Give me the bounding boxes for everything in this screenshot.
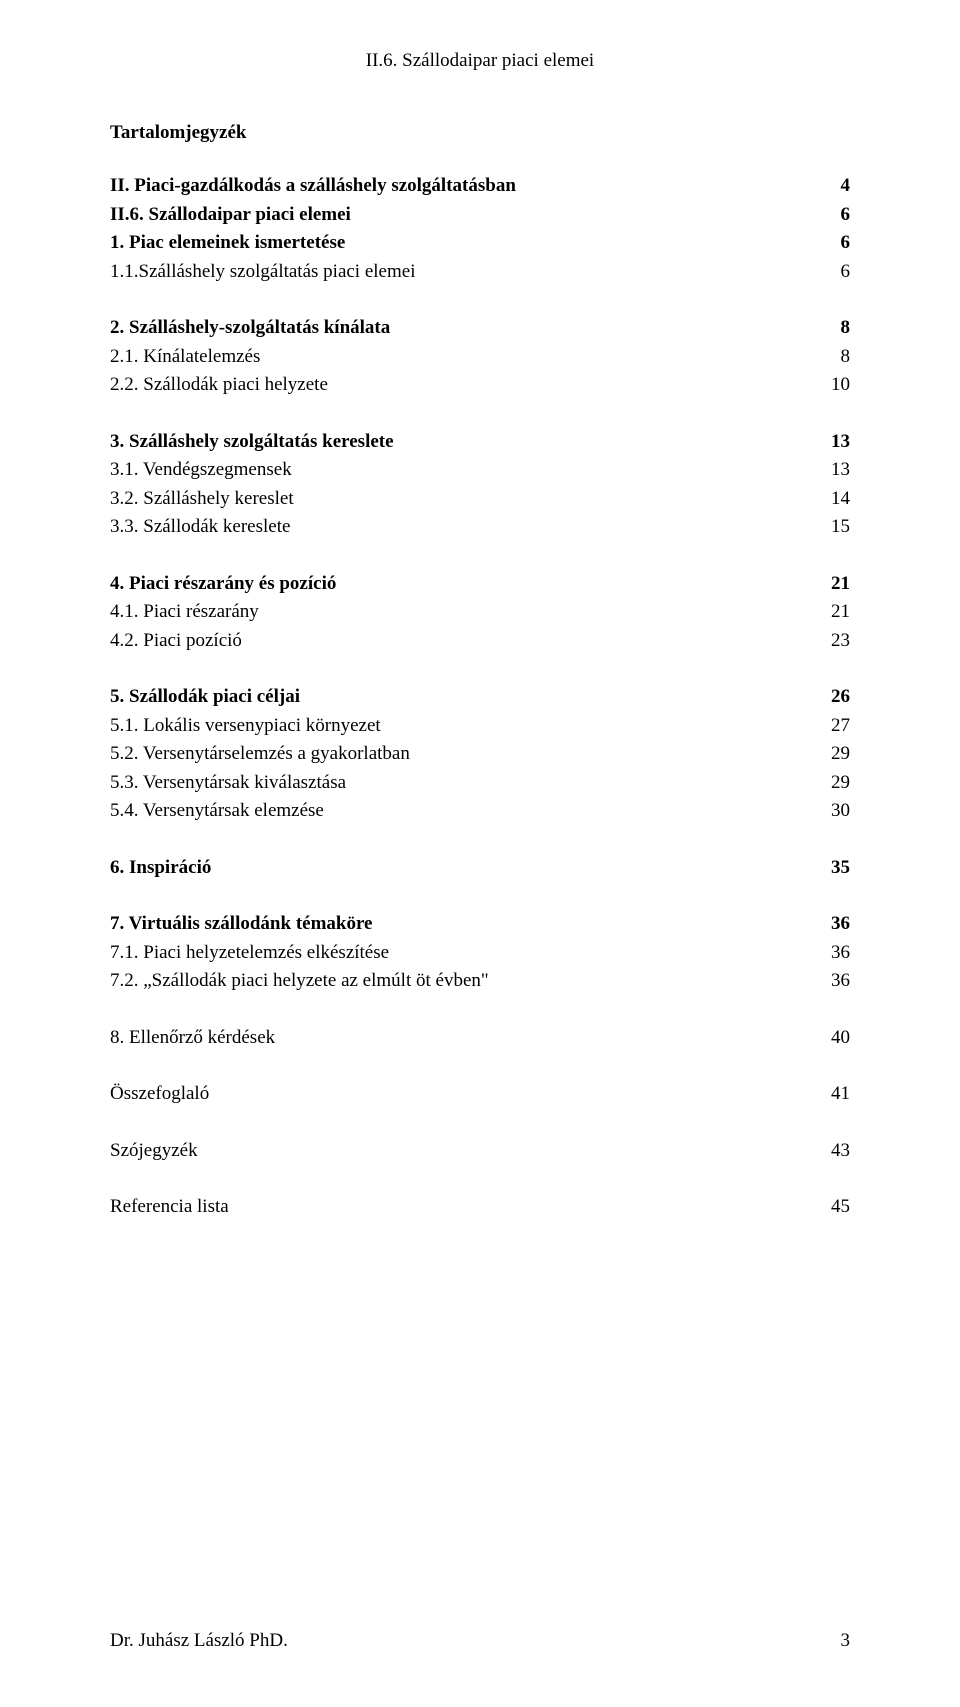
footer-page-number: 3 [841, 1630, 851, 1652]
toc-entry-label: 3. Szálláshely szolgáltatás kereslete [110, 428, 811, 457]
toc-entry-label: 5.4. Versenytársak elemzése [110, 797, 811, 826]
toc-entry: 6. Inspiráció35 [110, 854, 850, 883]
toc-entry-label: 4.2. Piaci pozíció [110, 627, 811, 656]
toc-entry-page: 43 [811, 1137, 850, 1166]
toc-entry-label: 3.3. Szállodák kereslete [110, 513, 811, 542]
toc-entry-page: 6 [821, 201, 851, 230]
toc-entry-label: 3.2. Szálláshely kereslet [110, 485, 811, 514]
toc-entry-page: 4 [821, 172, 851, 201]
toc-entry: Referencia lista45 [110, 1193, 850, 1222]
footer-author: Dr. Juhász László PhD. [110, 1630, 288, 1652]
toc-entry-label: 4.1. Piaci részarány [110, 598, 811, 627]
toc-entry-page: 21 [811, 570, 850, 599]
toc-entry-label: 7.2. „Szállodák piaci helyzete az elmúlt… [110, 967, 811, 996]
toc-entry-page: 27 [811, 712, 850, 741]
toc-entry-label: Összefoglaló [110, 1080, 811, 1109]
toc-entry-page: 13 [811, 428, 850, 457]
toc-entry: 2.1. Kínálatelemzés8 [110, 343, 850, 372]
toc-entry-page: 41 [811, 1080, 850, 1109]
toc-entry-label: 6. Inspiráció [110, 854, 811, 883]
toc-entry: Szójegyzék43 [110, 1137, 850, 1166]
toc-entry-page: 45 [811, 1193, 850, 1222]
toc-entry-page: 36 [811, 939, 850, 968]
toc-entry-label: 8. Ellenőrző kérdések [110, 1024, 811, 1053]
toc-entry-page: 36 [811, 967, 850, 996]
toc-entry-page: 13 [811, 456, 850, 485]
toc-entry-page: 14 [811, 485, 850, 514]
toc-entry-label: 2.1. Kínálatelemzés [110, 343, 821, 372]
toc-entry: II. Piaci-gazdálkodás a szálláshely szol… [110, 172, 850, 201]
toc-spacer [110, 286, 850, 314]
toc-title: Tartalomjegyzék [110, 122, 850, 144]
toc-entry-label: 7. Virtuális szállodánk témaköre [110, 910, 811, 939]
toc-entry: 5.3. Versenytársak kiválasztása29 [110, 769, 850, 798]
toc-entry: Összefoglaló41 [110, 1080, 850, 1109]
toc-spacer [110, 826, 850, 854]
toc-entry-label: 2.2. Szállodák piaci helyzete [110, 371, 811, 400]
toc-spacer [110, 1052, 850, 1080]
toc-spacer [110, 882, 850, 910]
toc-entry: 1. Piac elemeinek ismertetése6 [110, 229, 850, 258]
toc-entry: 8. Ellenőrző kérdések40 [110, 1024, 850, 1053]
toc-entry-label: 1.1.Szálláshely szolgáltatás piaci eleme… [110, 258, 821, 287]
toc-entry: 5. Szállodák piaci céljai26 [110, 683, 850, 712]
toc-entry-page: 29 [811, 740, 850, 769]
toc-entry: 3.2. Szálláshely kereslet14 [110, 485, 850, 514]
toc-entry-page: 40 [811, 1024, 850, 1053]
toc-entry-label: 5.2. Versenytárselemzés a gyakorlatban [110, 740, 811, 769]
toc-entry: 4.2. Piaci pozíció23 [110, 627, 850, 656]
toc-entry: II.6. Szállodaipar piaci elemei6 [110, 201, 850, 230]
toc-entry-label: II. Piaci-gazdálkodás a szálláshely szol… [110, 172, 821, 201]
toc-entry-label: 2. Szálláshely-szolgáltatás kínálata [110, 314, 821, 343]
toc-entry-label: 5. Szállodák piaci céljai [110, 683, 811, 712]
toc-entry-page: 29 [811, 769, 850, 798]
toc-entry: 5.4. Versenytársak elemzése30 [110, 797, 850, 826]
toc-entry: 3.1. Vendégszegmensek13 [110, 456, 850, 485]
toc-entry-label: Referencia lista [110, 1193, 811, 1222]
toc-entry-page: 8 [821, 314, 851, 343]
page-header: II.6. Szállodaipar piaci elemei [110, 50, 850, 72]
toc-container: II. Piaci-gazdálkodás a szálláshely szol… [110, 172, 850, 1222]
toc-entry-page: 26 [811, 683, 850, 712]
toc-entry-label: II.6. Szállodaipar piaci elemei [110, 201, 821, 230]
toc-entry: 2.2. Szállodák piaci helyzete10 [110, 371, 850, 400]
toc-entry: 7.1. Piaci helyzetelemzés elkészítése36 [110, 939, 850, 968]
toc-spacer [110, 400, 850, 428]
page-footer: Dr. Juhász László PhD. 3 [110, 1630, 850, 1652]
toc-entry-label: 7.1. Piaci helyzetelemzés elkészítése [110, 939, 811, 968]
toc-entry-label: 5.1. Lokális versenypiaci környezet [110, 712, 811, 741]
toc-entry-label: 4. Piaci részarány és pozíció [110, 570, 811, 599]
toc-spacer [110, 655, 850, 683]
toc-entry: 3. Szálláshely szolgáltatás kereslete13 [110, 428, 850, 457]
toc-entry-label: Szójegyzék [110, 1137, 811, 1166]
toc-entry-page: 6 [821, 258, 851, 287]
toc-entry-page: 15 [811, 513, 850, 542]
toc-entry: 2. Szálláshely-szolgáltatás kínálata8 [110, 314, 850, 343]
toc-entry-label: 3.1. Vendégszegmensek [110, 456, 811, 485]
toc-entry-page: 21 [811, 598, 850, 627]
toc-entry-page: 36 [811, 910, 850, 939]
toc-entry: 3.3. Szállodák kereslete15 [110, 513, 850, 542]
toc-entry-label: 1. Piac elemeinek ismertetése [110, 229, 821, 258]
toc-spacer [110, 1109, 850, 1137]
toc-entry-label: 5.3. Versenytársak kiválasztása [110, 769, 811, 798]
toc-spacer [110, 542, 850, 570]
toc-entry-page: 8 [821, 343, 851, 372]
toc-spacer [110, 1165, 850, 1193]
toc-entry-page: 35 [811, 854, 850, 883]
toc-entry-page: 23 [811, 627, 850, 656]
toc-entry: 4.1. Piaci részarány21 [110, 598, 850, 627]
toc-entry-page: 6 [821, 229, 851, 258]
toc-entry: 7.2. „Szállodák piaci helyzete az elmúlt… [110, 967, 850, 996]
toc-spacer [110, 996, 850, 1024]
toc-entry: 7. Virtuális szállodánk témaköre36 [110, 910, 850, 939]
toc-entry: 4. Piaci részarány és pozíció21 [110, 570, 850, 599]
toc-entry: 1.1.Szálláshely szolgáltatás piaci eleme… [110, 258, 850, 287]
toc-entry-page: 30 [811, 797, 850, 826]
toc-entry: 5.1. Lokális versenypiaci környezet27 [110, 712, 850, 741]
toc-entry: 5.2. Versenytárselemzés a gyakorlatban29 [110, 740, 850, 769]
toc-entry-page: 10 [811, 371, 850, 400]
